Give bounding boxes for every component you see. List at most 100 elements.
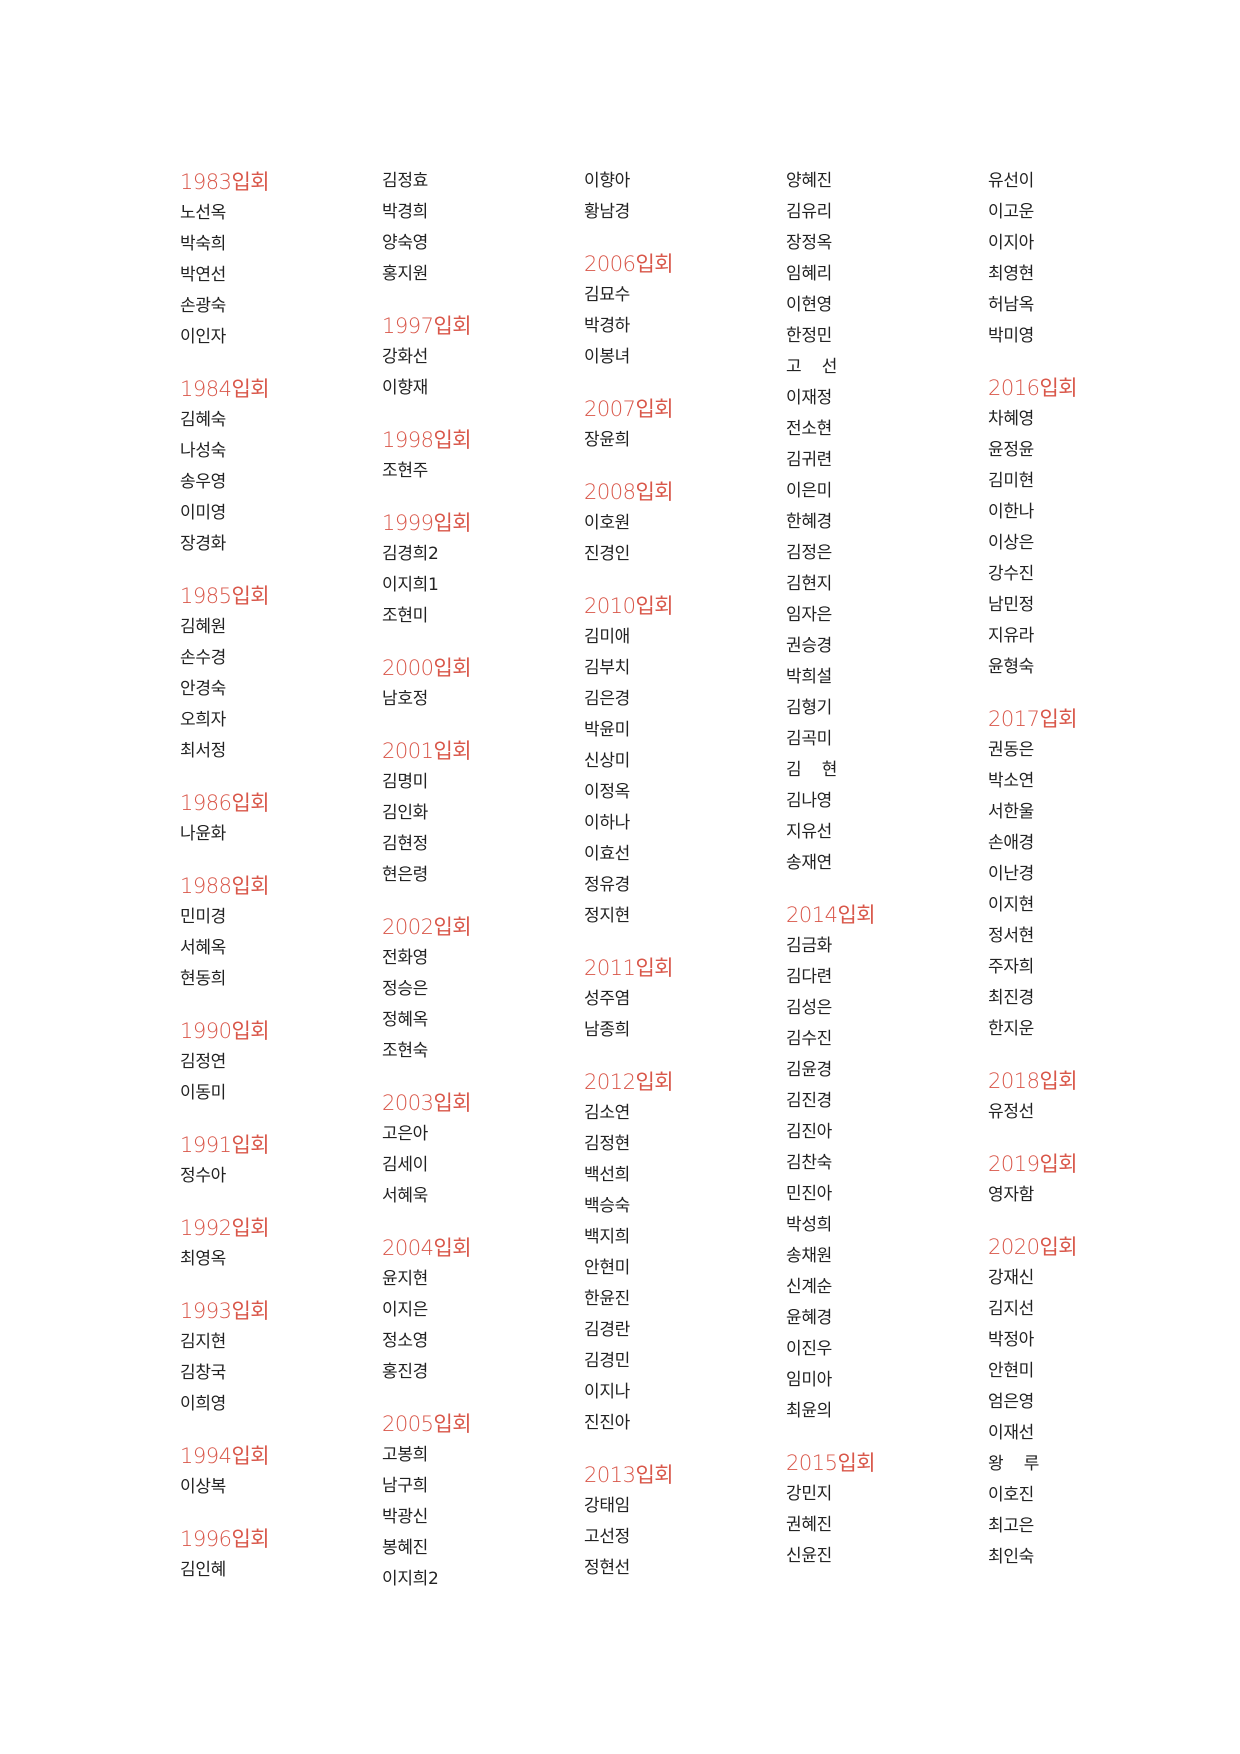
member-name: 강태임	[584, 1496, 631, 1516]
roster-column-5: 유선이 이고운 이지아 최영현 허남옥 박미영 2016입회 차혜영 윤정윤 김미현 이한나 이상은 강…	[988, 166, 1168, 1573]
year-heading: 1999입회	[382, 511, 472, 535]
member-name: 이한나	[988, 502, 1035, 522]
member-name: 이동미	[180, 1083, 227, 1103]
member-name: 지유라	[988, 626, 1035, 646]
year-heading: 1998입회	[382, 428, 472, 452]
member-name-list: 고은아 김세이 서혜욱	[382, 1119, 562, 1212]
member-name: 전화영	[382, 948, 429, 968]
member-name: 남구희	[382, 1476, 429, 1496]
member-name: 백지희	[584, 1227, 631, 1247]
member-name-list: 김명미 김인화 김현정 현은령	[382, 767, 562, 891]
year-heading: 1985입회	[180, 584, 270, 608]
member-name: 조현미	[382, 606, 429, 626]
member-name: 진진아	[584, 1413, 631, 1433]
year-heading: 2017입회	[988, 707, 1078, 731]
member-name: 홍지원	[382, 264, 429, 284]
member-name: 신계순	[786, 1277, 833, 1297]
member-name: 황남경	[584, 202, 631, 222]
member-name: 박정아	[988, 1330, 1035, 1350]
member-name: 정혜옥	[382, 1010, 429, 1030]
member-name: 백선희	[584, 1165, 631, 1185]
year-heading: 1992입회	[180, 1216, 270, 1240]
year-heading: 2011입회	[584, 956, 674, 980]
member-name: 김현정	[382, 834, 429, 854]
member-name: 이희영	[180, 1394, 227, 1414]
year-heading: 1993입회	[180, 1299, 270, 1323]
member-name: 임혜리	[786, 264, 833, 284]
member-name-list: 강태임 고선정 정현선	[584, 1491, 764, 1584]
member-name: 이지희1	[382, 575, 439, 595]
member-name: 정지현	[584, 906, 631, 926]
member-name: 남호정	[382, 689, 429, 709]
member-name: 박경희	[382, 202, 429, 222]
member-name-list: 남호정	[382, 684, 562, 715]
member-name: 장윤희	[584, 430, 631, 450]
member-name: 고은아	[382, 1124, 429, 1144]
member-name: 강재신	[988, 1268, 1035, 1288]
member-name: 이향아	[584, 171, 631, 191]
year-heading: 1986입회	[180, 791, 270, 815]
year-heading: 1996입회	[180, 1527, 270, 1551]
year-group: 2008입회 이호원 진경인	[584, 476, 764, 570]
year-group: 1985입회 김혜원 손수경 안경숙 오희자 최서정	[180, 580, 360, 767]
member-name-list: 김혜숙 나성숙 송우영 이미영 장경화	[180, 405, 360, 560]
member-name: 한지운	[988, 1019, 1035, 1039]
member-name-list: 김묘수 박경하 이봉녀	[584, 280, 764, 373]
year-group: 2003입회 고은아 김세이 서혜욱	[382, 1087, 562, 1212]
member-name: 김세이	[382, 1155, 429, 1175]
member-name: 현동희	[180, 969, 227, 989]
year-heading: 2019입회	[988, 1152, 1078, 1176]
member-name: 영자함	[988, 1185, 1035, 1205]
member-name: 장경화	[180, 534, 227, 554]
year-group-continued: 유선이 이고운 이지아 최영현 허남옥 박미영	[988, 166, 1168, 352]
year-group: 1986입회 나윤화	[180, 787, 360, 850]
member-name: 진경인	[584, 544, 631, 564]
member-name: 이지나	[584, 1382, 631, 1402]
member-name: 권동은	[988, 740, 1035, 760]
member-name: 장정옥	[786, 233, 833, 253]
year-group: 2012입회 김소연 김정현 백선희 백승숙 백지희 안현미 한윤진 김경란 김경민 이지나 진진아	[584, 1066, 764, 1439]
member-name: 고봉희	[382, 1445, 429, 1465]
member-name: 김인화	[382, 803, 429, 823]
member-name: 신윤진	[786, 1546, 833, 1566]
member-name-list: 김미애 김부치 김은경 박윤미 신상미 이정옥 이하나 이효선 정유경 정지현	[584, 622, 764, 932]
member-name: 이인자	[180, 327, 227, 347]
member-name: 성주염	[584, 989, 631, 1009]
member-name: 김혜원	[180, 617, 227, 637]
member-name: 김윤경	[786, 1060, 833, 1080]
year-group: 2020입회 강재신 김지선 박정아 안현미 엄은영 이재선 왕 루 이호진 최고은 최인숙	[988, 1231, 1168, 1573]
member-name: 이지희2	[382, 1569, 439, 1589]
member-name: 윤형숙	[988, 657, 1035, 677]
year-group: 1993입회 김지현 김창국 이희영	[180, 1295, 360, 1420]
roster-column-3: 이향아 황남경 2006입회 김묘수 박경하 이봉녀 2007입회 장윤희 2008입회 이호원 진…	[584, 166, 764, 1584]
member-name: 정유경	[584, 875, 631, 895]
member-name-list: 이상복	[180, 1472, 360, 1503]
roster-column-2: 김정효 박경희 양숙영 홍지원 1997입회 강화선 이향재 1998입회 조현주 1999입회 김…	[382, 166, 562, 1595]
member-name: 김금화	[786, 936, 833, 956]
member-name: 한윤진	[584, 1289, 631, 1309]
member-name-list: 장윤희	[584, 425, 764, 456]
member-name: 지유선	[786, 822, 833, 842]
member-name: 이지현	[988, 895, 1035, 915]
member-name: 이은미	[786, 481, 833, 501]
member-name: 김혜숙	[180, 410, 227, 430]
year-group: 1998입회 조현주	[382, 424, 562, 487]
member-name-list: 김정연 이동미	[180, 1047, 360, 1109]
member-name: 한정민	[786, 326, 833, 346]
member-name: 민진아	[786, 1184, 833, 1204]
year-heading: 1991입회	[180, 1133, 270, 1157]
member-name: 유선이	[988, 171, 1035, 191]
member-name: 박미영	[988, 326, 1035, 346]
member-name: 박경하	[584, 316, 631, 336]
member-name: 이호진	[988, 1485, 1035, 1505]
member-name: 정서현	[988, 926, 1035, 946]
member-name: 윤혜경	[786, 1308, 833, 1328]
member-name: 김 현	[786, 760, 838, 780]
year-group: 2017입회 권동은 박소연 서한울 손애경 이난경 이지현 정서현 주자희 최진경 한지운	[988, 703, 1168, 1045]
member-name: 안현미	[988, 1361, 1035, 1381]
member-name-list: 강민지 권혜진 신윤진	[786, 1479, 966, 1572]
member-name-list: 성주염 남종희	[584, 984, 764, 1046]
member-name: 김찬숙	[786, 1153, 833, 1173]
